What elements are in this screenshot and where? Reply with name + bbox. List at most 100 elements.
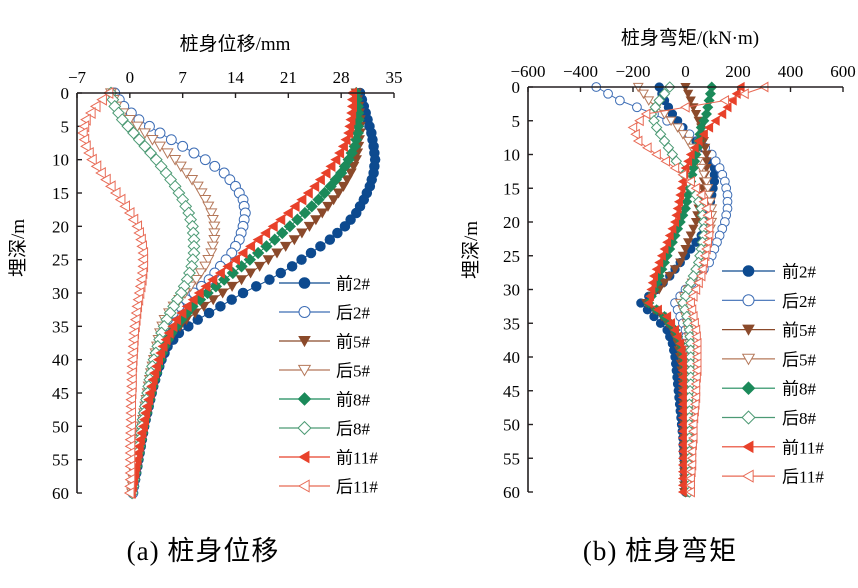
data-point <box>685 96 696 106</box>
data-point <box>203 307 215 319</box>
y-tick-label: 40 <box>52 351 69 370</box>
data-point <box>688 224 699 234</box>
data-point <box>312 193 325 206</box>
data-point <box>109 186 121 200</box>
y-tick-label: 20 <box>52 217 69 236</box>
x-tick-label: 400 <box>778 62 804 81</box>
data-point <box>677 385 687 396</box>
data-point <box>659 243 669 255</box>
data-point <box>131 121 144 133</box>
x-ticks: −600 −400 −200 0 200 400 600 <box>510 62 856 92</box>
data-point <box>695 270 706 282</box>
data-point <box>335 166 348 180</box>
data-point <box>322 201 334 212</box>
data-point <box>146 135 159 146</box>
data-point <box>207 273 218 286</box>
data-point <box>131 220 143 233</box>
data-point <box>181 300 192 313</box>
data-point <box>115 113 129 127</box>
data-point <box>286 261 298 272</box>
data-point <box>205 208 218 219</box>
data-point <box>262 255 275 266</box>
data-point <box>739 88 749 100</box>
x-tick-label: 14 <box>227 68 245 87</box>
data-point <box>664 272 675 281</box>
legend-marker <box>741 469 754 483</box>
legend-marker <box>298 277 311 289</box>
y-tick-label: 20 <box>503 213 520 232</box>
data-point <box>672 331 682 342</box>
data-point <box>685 231 696 241</box>
y-axis-title: 埋深/m <box>7 219 29 277</box>
axis-lines <box>527 86 843 492</box>
data-point <box>695 189 706 201</box>
legend-marker <box>741 353 756 366</box>
data-point <box>193 287 204 299</box>
data-point <box>698 170 710 181</box>
data-point <box>329 173 343 186</box>
y-axis-title: 埋深/m <box>460 221 482 279</box>
legend-item: 后2# <box>279 304 370 323</box>
data-point <box>687 290 698 302</box>
x-tick-label: 35 <box>386 68 403 87</box>
data-point <box>702 184 714 194</box>
x-tick-label: −600 <box>510 62 545 81</box>
data-point <box>318 186 331 200</box>
caption: (a) 桩身位移 <box>127 536 280 566</box>
data-point <box>677 405 687 417</box>
x-tick-label: 0 <box>126 68 135 87</box>
data-point <box>691 358 702 370</box>
data-point <box>687 439 697 451</box>
legend-item: 前5# <box>722 321 816 340</box>
legend: 前2# 后2# 前5# 后5# 前8# 后8# 前11# 后11# <box>722 263 824 487</box>
data-point <box>675 258 686 268</box>
data-point <box>222 260 233 273</box>
legend-marker <box>298 336 311 348</box>
y-tick-label: 10 <box>503 146 520 165</box>
data-point <box>677 399 687 410</box>
data-point <box>677 439 687 450</box>
data-point <box>683 89 694 99</box>
data-point <box>325 160 336 173</box>
data-point <box>302 187 313 199</box>
data-point <box>199 154 211 166</box>
data-point <box>698 129 708 140</box>
data-point <box>347 161 360 172</box>
data-point <box>226 266 240 280</box>
y-tick-label: 30 <box>503 281 520 300</box>
data-point <box>305 247 317 259</box>
data-point <box>665 116 677 127</box>
data-point <box>704 197 716 208</box>
data-point <box>324 180 337 193</box>
data-point <box>676 345 686 356</box>
data-point <box>127 126 141 140</box>
data-point <box>202 255 215 266</box>
data-point <box>279 241 292 252</box>
data-point <box>682 136 694 147</box>
y-tick-label: 35 <box>503 314 520 333</box>
legend-label: 后5# <box>782 350 816 369</box>
data-point <box>685 149 695 160</box>
data-point <box>686 466 696 478</box>
legend-item: 前11# <box>722 438 824 457</box>
data-point <box>677 419 687 430</box>
data-point <box>677 378 687 390</box>
data-point <box>298 206 312 220</box>
data-point <box>670 216 679 228</box>
data-point <box>195 188 208 199</box>
legend-marker <box>297 392 312 406</box>
data-point <box>275 267 287 279</box>
data-point <box>690 110 702 119</box>
data-point <box>133 226 144 240</box>
data-point <box>132 133 146 147</box>
legend-marker <box>298 305 311 319</box>
data-point <box>677 351 687 363</box>
data-point <box>229 253 240 266</box>
legend-item: 前5# <box>279 333 370 352</box>
data-point <box>675 338 685 349</box>
data-point <box>672 123 684 133</box>
y-tick-label: 25 <box>503 247 520 266</box>
data-point <box>685 297 695 309</box>
data-point <box>282 207 293 219</box>
data-point <box>83 146 94 160</box>
